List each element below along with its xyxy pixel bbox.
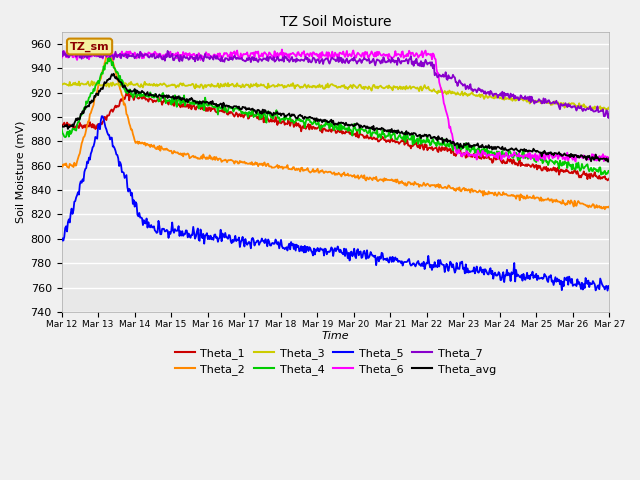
X-axis label: Time: Time	[322, 332, 349, 341]
Legend: Theta_1, Theta_2, Theta_3, Theta_4, Theta_5, Theta_6, Theta_7, Theta_avg: Theta_1, Theta_2, Theta_3, Theta_4, Thet…	[170, 343, 500, 379]
Y-axis label: Soil Moisture (mV): Soil Moisture (mV)	[15, 120, 25, 223]
Text: TZ_sm: TZ_sm	[70, 41, 109, 52]
Title: TZ Soil Moisture: TZ Soil Moisture	[280, 15, 391, 29]
